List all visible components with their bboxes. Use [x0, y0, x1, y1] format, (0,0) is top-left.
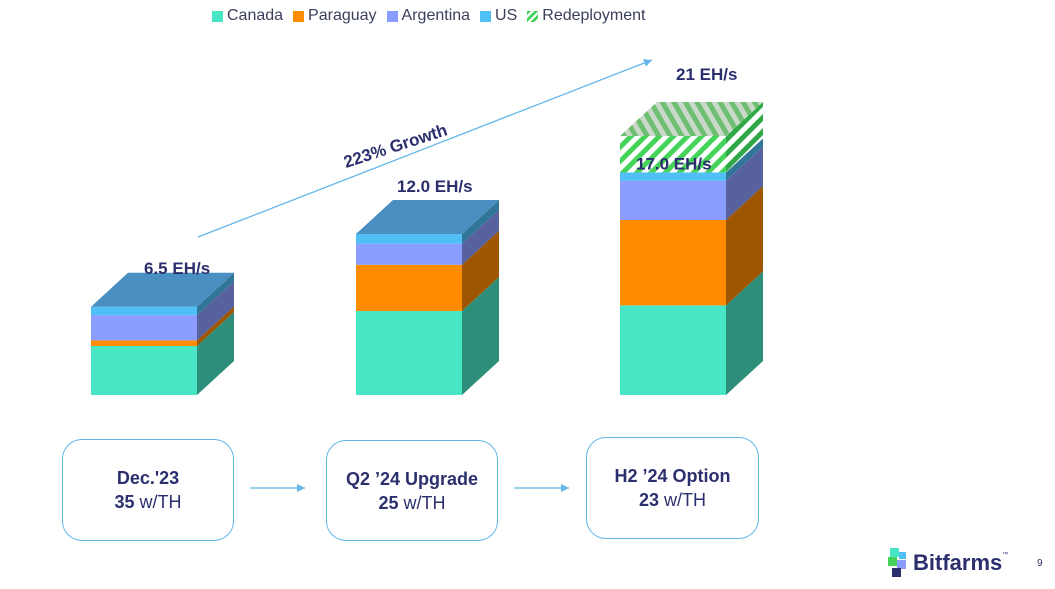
bitfarms-logo: Bitfarms ™ — [888, 548, 1008, 578]
bar-segment-canada — [620, 271, 763, 395]
bar-top-face — [620, 102, 763, 136]
legend-label: Paraguay — [308, 7, 377, 24]
bar-segment-argentina — [620, 146, 763, 220]
bar-segment-canada — [91, 312, 234, 395]
bar-segment-us — [356, 200, 499, 244]
bar-stack — [356, 200, 499, 395]
bar-segment-redeployment — [620, 102, 763, 173]
total-label: 6.5 EH/s — [144, 259, 210, 278]
efficiency-value: 35 w/TH — [114, 492, 182, 512]
period-title: Dec.'23 — [116, 468, 180, 488]
bitfarms-logo-icon — [888, 548, 906, 577]
bar-stack — [91, 272, 234, 395]
flow-arrow — [514, 484, 569, 492]
legend-item-us: US — [480, 7, 517, 25]
period-title: H2 ’24 Option — [614, 466, 731, 486]
period-box-q2-24: Q2 ’24 Upgrade 25 w/TH — [326, 440, 498, 541]
bar-segment-paraguay — [356, 230, 499, 311]
bar-segment-paraguay — [91, 306, 234, 346]
legend-label: Argentina — [401, 7, 471, 24]
flow-arrow — [250, 484, 305, 492]
bar-top-face — [356, 200, 499, 234]
legend-swatch — [212, 10, 223, 22]
subtotal-label: 17.0 EH/s — [636, 154, 712, 173]
legend-label: Redeployment — [542, 7, 646, 24]
legend-item-redeployment: Redeployment — [527, 7, 645, 25]
bar-top-face — [91, 272, 234, 307]
trademark-symbol: ™ — [1002, 552, 1009, 558]
page-number: 9 — [1037, 558, 1043, 569]
chart-legend: Canada Paraguay Argentina US Redeployment — [212, 7, 655, 25]
efficiency-value: 23 w/TH — [638, 490, 707, 510]
legend-swatch — [480, 10, 492, 22]
period-title: Q2 ’24 Upgrade — [345, 468, 479, 489]
legend-item-argentina: Argentina — [386, 7, 471, 25]
legend-label: Canada — [227, 7, 284, 24]
legend-label: US — [495, 7, 518, 24]
legend-swatch — [293, 10, 305, 22]
bar-segment-paraguay — [620, 186, 763, 306]
growth-label: 223% Growth — [341, 120, 449, 171]
bar-segment-argentina — [91, 281, 234, 341]
total-label: 21 EH/s — [676, 65, 737, 84]
legend-item-canada: Canada — [212, 7, 283, 25]
legend-item-paraguay: Paraguay — [293, 7, 377, 25]
period-box-dec23: Dec.'23 35 w/TH — [62, 439, 234, 541]
legend-swatch — [527, 10, 539, 22]
bar-segment-us — [620, 138, 763, 181]
bar-segment-us — [91, 272, 234, 316]
bar-segment-canada — [356, 277, 499, 395]
total-label: 12.0 EH/s — [397, 177, 473, 196]
efficiency-value: 25 w/TH — [378, 492, 446, 513]
legend-swatch — [386, 10, 398, 22]
bar-stack — [620, 102, 763, 395]
bar-segment-argentina — [356, 209, 499, 265]
period-box-h2-24: H2 ’24 Option 23 w/TH — [586, 437, 759, 539]
brand-name: Bitfarms — [913, 550, 1003, 575]
growth-arrow — [197, 59, 653, 238]
